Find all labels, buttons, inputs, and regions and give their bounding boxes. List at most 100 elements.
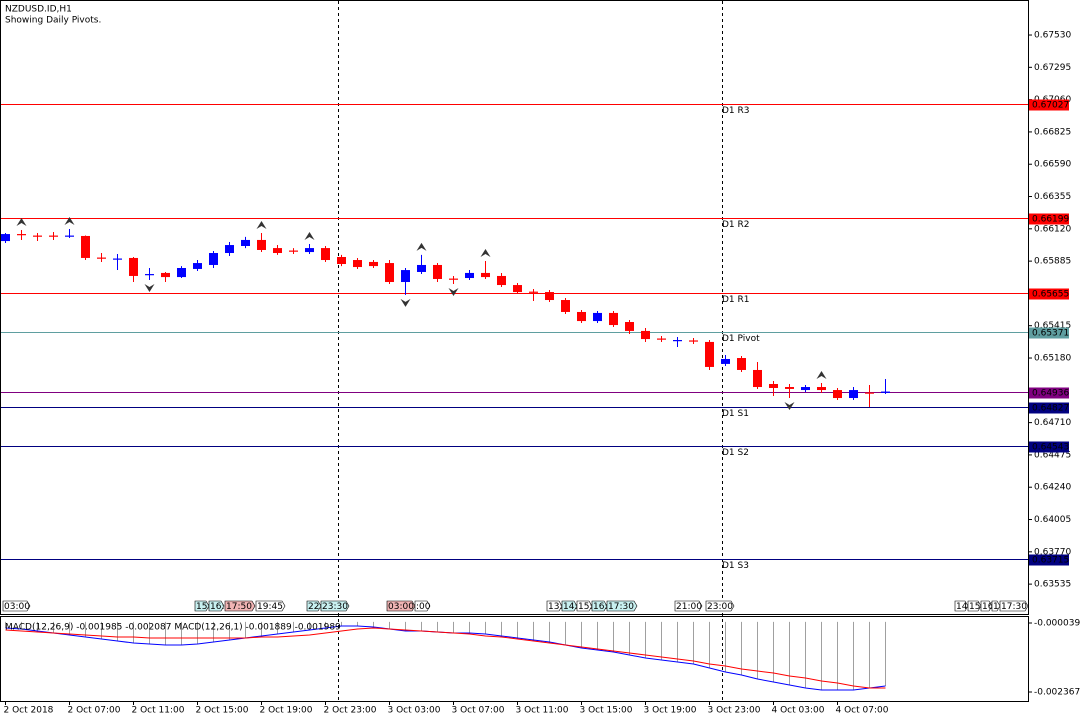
- price-tag-label: 0.63715: [1032, 556, 1069, 566]
- fractal-up: [416, 242, 427, 251]
- main-panel-frame: [0, 0, 1029, 615]
- candle-body: [865, 392, 874, 394]
- price-tag-label: 0.66199: [1032, 215, 1069, 225]
- event-flag: [2, 600, 31, 612]
- candle-body: [801, 387, 810, 391]
- event-flag: [386, 600, 416, 612]
- price-tag: [1029, 99, 1069, 111]
- y-tick-label: 0.63770: [1034, 547, 1071, 557]
- event-label: 17:30: [1001, 602, 1027, 612]
- pivot-label: D1 S1: [722, 409, 749, 419]
- candle-body: [849, 390, 858, 399]
- candle-body: [225, 245, 234, 254]
- candle-body: [321, 248, 330, 261]
- fractal-down: [144, 283, 155, 292]
- event-flag: [320, 600, 350, 612]
- event-label: 13:: [548, 602, 562, 612]
- event-label: 1: [993, 602, 999, 612]
- x-tick-label: 2 Oct 23:00: [324, 706, 377, 716]
- fractal-up: [256, 220, 267, 229]
- candle-body: [561, 300, 570, 312]
- candle-body: [481, 272, 490, 278]
- candle-body: [417, 264, 426, 272]
- x-tick-label: 3 Oct 23:00: [708, 706, 761, 716]
- price-tag-label: 0.64827: [1032, 404, 1069, 414]
- indicator-label: MACD(12,26,9) -0.001985 -0.002087 MACD(1…: [5, 623, 341, 633]
- event-flag: [255, 600, 286, 612]
- candle-body: [113, 258, 122, 260]
- y-tick-label: 0.64240: [1034, 483, 1071, 493]
- price-tag-label: 0.64543: [1032, 443, 1069, 453]
- candle-body: [785, 387, 794, 389]
- event-flag: [546, 600, 563, 612]
- candle-body: [369, 261, 378, 267]
- price-tag-label: 0.65655: [1032, 290, 1069, 300]
- candle-body: [881, 391, 890, 393]
- candle-body: [305, 248, 314, 253]
- y-tick-label: 0.63535: [1034, 580, 1071, 590]
- price-tag: [1029, 402, 1069, 414]
- event-label: 21:00: [676, 602, 702, 612]
- price-tag-label: 0.67027: [1032, 101, 1069, 111]
- event-label: 14:: [956, 602, 970, 612]
- candle-body: [385, 263, 394, 283]
- candle-body: [289, 250, 298, 252]
- y-tick-label: 0.64710: [1034, 418, 1071, 428]
- event-flag: [705, 600, 735, 612]
- chart-layer: 0.675300.672950.670600.668250.665900.663…: [1, 31, 1080, 716]
- y-tick-label: 0.66120: [1034, 224, 1071, 234]
- candle-body: [705, 341, 714, 367]
- event-label: 23:30: [322, 602, 348, 612]
- x-tick-label: 3 Oct 15:00: [580, 706, 633, 716]
- x-tick-label: 2 Oct 19:00: [260, 706, 313, 716]
- candle-body: [433, 264, 442, 279]
- x-tick-label: 2 Oct 15:00: [196, 706, 249, 716]
- candle-body: [721, 358, 730, 364]
- y-tick-label: 0.67530: [1034, 31, 1071, 41]
- event-label: 17:30: [608, 602, 634, 612]
- event-label: 22:: [308, 602, 322, 612]
- y-tick-label: 0.65885: [1034, 257, 1071, 267]
- fractal-up: [304, 231, 315, 240]
- y-tick-label: 0.66590: [1034, 160, 1071, 170]
- chart-subtitle: Showing Daily Pivots.: [5, 16, 101, 26]
- indicator-tick-label: -0.000039: [1034, 618, 1080, 628]
- event-label: :00: [416, 602, 431, 612]
- fractal-down: [784, 402, 795, 411]
- x-tick-label: 3 Oct 11:00: [516, 706, 569, 716]
- candle-body: [497, 275, 506, 286]
- indicator-panel-frame: [0, 616, 1029, 702]
- indicator-tick-label: -0.002367: [1034, 688, 1080, 698]
- y-tick-label: 0.65180: [1034, 354, 1071, 364]
- candle-body: [1, 234, 10, 242]
- candle-body: [193, 263, 202, 269]
- fractal-up: [64, 216, 75, 225]
- y-tick-label: 0.64475: [1034, 450, 1071, 460]
- event-label: 17:50: [226, 602, 252, 612]
- candle-body: [577, 311, 586, 322]
- candle-body: [529, 291, 538, 293]
- y-tick-label: 0.67295: [1034, 63, 1071, 73]
- event-label: 03:00: [4, 602, 30, 612]
- event-label: 16: [982, 602, 994, 612]
- price-tag-label: 0.64936: [1032, 389, 1069, 399]
- candle-body: [753, 369, 762, 388]
- event-flag: [194, 600, 210, 612]
- price-tag: [1029, 387, 1069, 399]
- event-flag: [674, 600, 703, 612]
- pivot-label: D1 R2: [722, 220, 750, 230]
- candle-body: [49, 235, 58, 237]
- y-tick-label: 0.66355: [1034, 192, 1071, 202]
- event-flag: [306, 600, 322, 612]
- candle-body: [97, 257, 106, 259]
- event-flag: [954, 600, 969, 612]
- y-tick-label: 0.66825: [1034, 127, 1071, 137]
- candle-body: [609, 312, 618, 326]
- fractal-up: [16, 218, 27, 227]
- x-tick-label: 3 Oct 03:00: [388, 706, 441, 716]
- x-tick-label: 4 Oct 07:00: [836, 706, 889, 716]
- event-label: 16:: [210, 602, 224, 612]
- x-tick-label: 2 Oct 11:00: [132, 706, 185, 716]
